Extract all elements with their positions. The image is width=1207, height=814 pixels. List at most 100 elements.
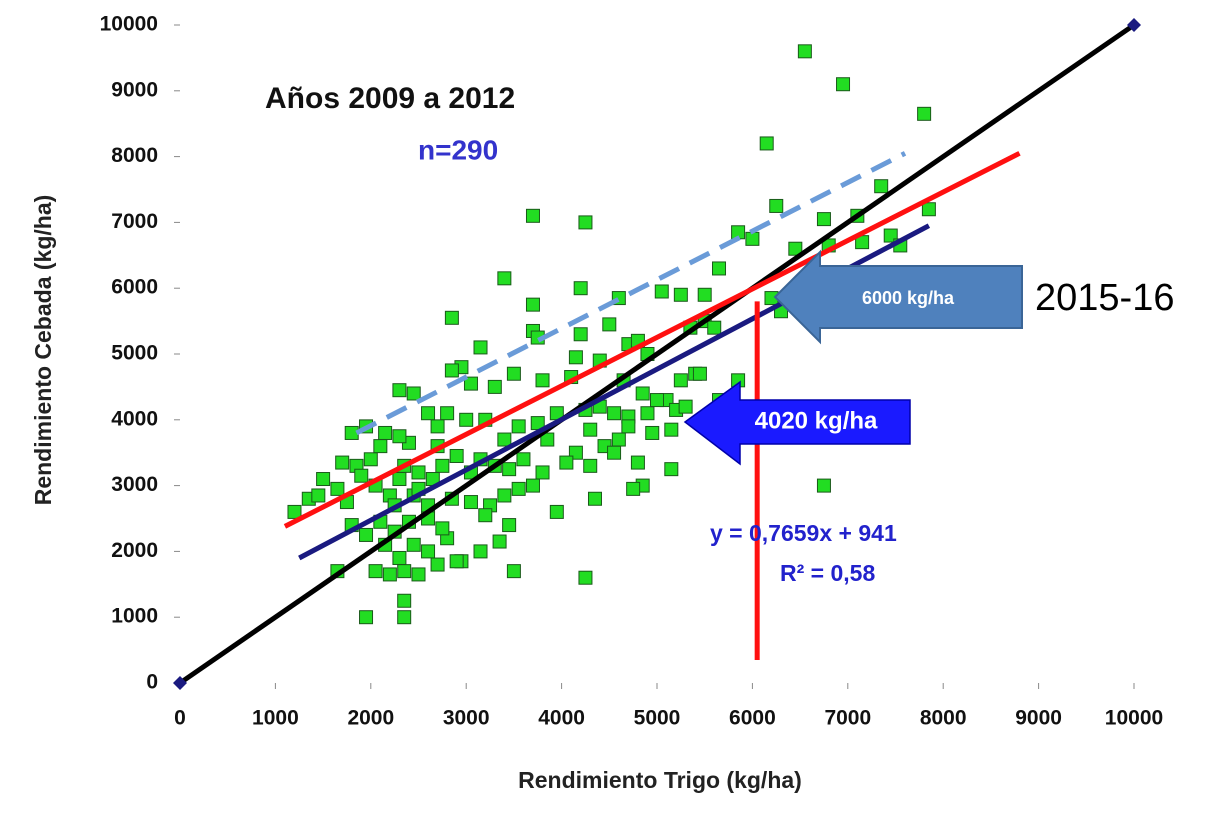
data-point bbox=[921, 202, 936, 217]
data-point bbox=[621, 419, 636, 434]
data-point bbox=[459, 412, 474, 427]
data-point bbox=[654, 284, 669, 299]
data-point bbox=[816, 212, 831, 227]
y-tick-label: 7000 bbox=[111, 210, 158, 233]
annotation: Años 2009 a 2012 bbox=[265, 82, 515, 115]
data-point bbox=[492, 534, 507, 549]
data-point bbox=[430, 557, 445, 572]
data-point bbox=[607, 445, 622, 460]
line-marker bbox=[173, 676, 187, 690]
x-tick-label: 0 bbox=[174, 707, 186, 730]
data-point bbox=[788, 241, 803, 256]
data-point bbox=[373, 439, 388, 454]
data-point bbox=[587, 491, 602, 506]
data-point bbox=[473, 544, 488, 559]
x-tick-label: 8000 bbox=[920, 707, 967, 730]
data-point bbox=[568, 350, 583, 365]
data-point bbox=[449, 448, 464, 463]
x-tick-label: 4000 bbox=[538, 707, 585, 730]
data-point bbox=[397, 564, 412, 579]
data-point bbox=[917, 106, 932, 121]
data-point bbox=[506, 564, 521, 579]
arrow-label: 6000 kg/ha bbox=[862, 288, 955, 308]
data-point bbox=[487, 379, 502, 394]
data-point bbox=[645, 425, 660, 440]
data-point bbox=[444, 363, 459, 378]
x-tick-label: 3000 bbox=[443, 707, 490, 730]
data-point bbox=[411, 465, 426, 480]
y-tick-label: 3000 bbox=[111, 473, 158, 496]
data-point bbox=[707, 320, 722, 335]
data-point bbox=[874, 179, 889, 194]
annotation: y = 0,7659x + 941 bbox=[710, 520, 897, 546]
y-tick-label: 10000 bbox=[100, 13, 158, 36]
data-point bbox=[602, 317, 617, 332]
y-axis-title: Rendimiento Cebada (kg/ha) bbox=[30, 195, 56, 506]
data-point bbox=[497, 488, 512, 503]
data-point bbox=[511, 481, 526, 496]
data-point bbox=[435, 458, 450, 473]
data-point bbox=[421, 544, 436, 559]
data-point bbox=[316, 472, 331, 487]
data-point bbox=[583, 458, 598, 473]
data-point bbox=[650, 393, 664, 408]
data-point bbox=[497, 432, 512, 447]
data-point bbox=[392, 472, 407, 487]
data-point bbox=[502, 462, 517, 477]
data-point bbox=[502, 518, 517, 533]
data-point bbox=[397, 593, 412, 608]
data-point bbox=[697, 287, 712, 302]
data-point bbox=[411, 567, 426, 582]
data-point bbox=[435, 521, 450, 536]
data-point bbox=[673, 373, 688, 388]
data-point bbox=[559, 455, 574, 470]
data-point bbox=[516, 452, 531, 467]
data-point bbox=[535, 465, 550, 480]
y-tick-label: 9000 bbox=[111, 78, 158, 101]
data-point bbox=[506, 366, 521, 381]
data-point bbox=[525, 297, 540, 312]
line bbox=[178, 22, 1136, 686]
data-point bbox=[573, 281, 588, 296]
data-point bbox=[392, 429, 407, 444]
data-point bbox=[463, 376, 478, 391]
data-point bbox=[359, 527, 374, 542]
data-point bbox=[607, 406, 622, 421]
x-tick-label: 6000 bbox=[729, 707, 776, 730]
data-point bbox=[525, 478, 540, 493]
plot-area: 0 1000 2000 3000 4000 5000 6000 7000 8000 9000 100… bbox=[100, 13, 1164, 730]
data-point bbox=[611, 432, 626, 447]
data-point bbox=[478, 508, 493, 523]
data-point bbox=[635, 386, 650, 401]
data-point bbox=[540, 432, 555, 447]
data-point bbox=[578, 215, 593, 230]
data-point bbox=[406, 537, 421, 552]
data-point bbox=[664, 462, 679, 477]
data-point bbox=[759, 136, 774, 151]
data-point bbox=[406, 386, 421, 401]
data-point bbox=[430, 419, 445, 434]
y-tick-label: 8000 bbox=[111, 144, 158, 167]
data-point bbox=[745, 231, 760, 246]
arrow-label: 4020 kg/ha bbox=[755, 407, 878, 434]
data-point bbox=[287, 504, 302, 519]
data-point bbox=[797, 44, 812, 59]
data-point bbox=[769, 198, 784, 213]
line bbox=[355, 151, 907, 436]
data-point bbox=[511, 419, 526, 434]
data-point bbox=[664, 422, 679, 437]
data-point bbox=[463, 495, 478, 510]
y-tick-label: 5000 bbox=[111, 342, 158, 365]
data-point bbox=[836, 77, 851, 92]
data-point bbox=[816, 478, 831, 493]
data-point bbox=[578, 570, 593, 585]
x-tick-label: 1000 bbox=[252, 707, 299, 730]
x-tick-label: 10000 bbox=[1105, 707, 1163, 730]
line bbox=[283, 151, 1021, 529]
data-point bbox=[397, 610, 412, 625]
data-point bbox=[525, 208, 540, 223]
data-point bbox=[311, 488, 326, 503]
data-point bbox=[692, 366, 707, 381]
data-point bbox=[382, 567, 397, 582]
